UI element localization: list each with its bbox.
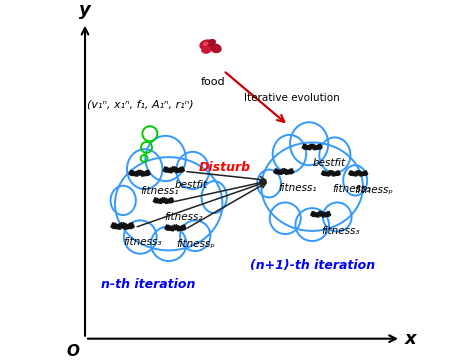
Ellipse shape [201, 46, 211, 54]
Polygon shape [331, 171, 332, 172]
Ellipse shape [176, 152, 209, 189]
Ellipse shape [295, 208, 329, 241]
Polygon shape [129, 171, 150, 176]
Ellipse shape [257, 170, 281, 197]
Polygon shape [165, 225, 186, 231]
Ellipse shape [115, 157, 222, 251]
Ellipse shape [323, 202, 352, 232]
Ellipse shape [127, 149, 163, 189]
Polygon shape [321, 171, 340, 176]
Polygon shape [138, 170, 139, 172]
Polygon shape [123, 223, 124, 224]
Text: Iterative evolution: Iterative evolution [244, 93, 339, 103]
Text: y: y [79, 1, 91, 19]
Polygon shape [311, 212, 330, 217]
Circle shape [357, 172, 360, 174]
Polygon shape [313, 144, 314, 146]
Ellipse shape [270, 202, 301, 234]
Text: bestfit: bestfit [313, 157, 346, 168]
Ellipse shape [199, 39, 215, 50]
Circle shape [121, 224, 124, 227]
Polygon shape [174, 225, 175, 227]
Polygon shape [162, 198, 163, 199]
Polygon shape [153, 198, 174, 203]
Text: (n+1)-th iteration: (n+1)-th iteration [250, 259, 375, 272]
Polygon shape [302, 144, 322, 150]
Text: fitnessₚ: fitnessₚ [176, 239, 215, 249]
Text: bestfit: bestfit [175, 180, 208, 190]
Text: fitness₂: fitness₂ [332, 184, 371, 194]
Polygon shape [321, 211, 322, 213]
Text: O: O [67, 344, 80, 359]
Polygon shape [329, 171, 330, 172]
Text: Disturb: Disturb [199, 161, 251, 174]
Ellipse shape [202, 42, 209, 46]
Ellipse shape [290, 122, 328, 165]
Text: n-th iteration: n-th iteration [101, 278, 195, 291]
Ellipse shape [151, 226, 186, 261]
Text: fitness₁: fitness₁ [141, 186, 179, 195]
Circle shape [310, 145, 314, 148]
Polygon shape [274, 169, 294, 174]
Polygon shape [349, 171, 368, 176]
Polygon shape [140, 170, 141, 172]
Ellipse shape [210, 43, 222, 53]
Ellipse shape [110, 186, 136, 215]
Polygon shape [121, 223, 122, 224]
Polygon shape [163, 167, 184, 173]
Circle shape [174, 226, 177, 229]
Ellipse shape [207, 39, 216, 46]
Text: fitness₃: fitness₃ [124, 237, 162, 247]
Polygon shape [284, 169, 285, 170]
Polygon shape [357, 171, 358, 172]
Polygon shape [359, 171, 360, 172]
Polygon shape [319, 211, 320, 213]
Text: food: food [201, 77, 226, 87]
Circle shape [329, 172, 332, 174]
Ellipse shape [319, 138, 350, 173]
Ellipse shape [201, 181, 227, 213]
Ellipse shape [261, 143, 363, 231]
Ellipse shape [124, 220, 157, 254]
Text: fitnessₚ: fitnessₚ [354, 185, 393, 195]
Circle shape [162, 199, 165, 202]
Polygon shape [172, 167, 173, 168]
Polygon shape [310, 144, 311, 146]
Ellipse shape [146, 136, 186, 181]
Circle shape [138, 171, 141, 174]
Text: x: x [404, 330, 416, 348]
Ellipse shape [343, 165, 367, 195]
Text: fitness₃: fitness₃ [322, 226, 360, 236]
Polygon shape [111, 223, 134, 229]
Polygon shape [174, 167, 175, 168]
Ellipse shape [180, 220, 210, 251]
Text: (v₁ⁿ, x₁ⁿ, f₁, A₁ⁿ, r₁ⁿ): (v₁ⁿ, x₁ⁿ, f₁, A₁ⁿ, r₁ⁿ) [87, 100, 193, 110]
Circle shape [172, 168, 175, 171]
Polygon shape [176, 225, 177, 227]
Circle shape [319, 212, 322, 215]
Circle shape [283, 170, 285, 173]
Polygon shape [164, 198, 165, 199]
Ellipse shape [273, 135, 306, 173]
Text: fitness₁: fitness₁ [279, 183, 317, 193]
Text: fitness₂: fitness₂ [164, 212, 203, 222]
